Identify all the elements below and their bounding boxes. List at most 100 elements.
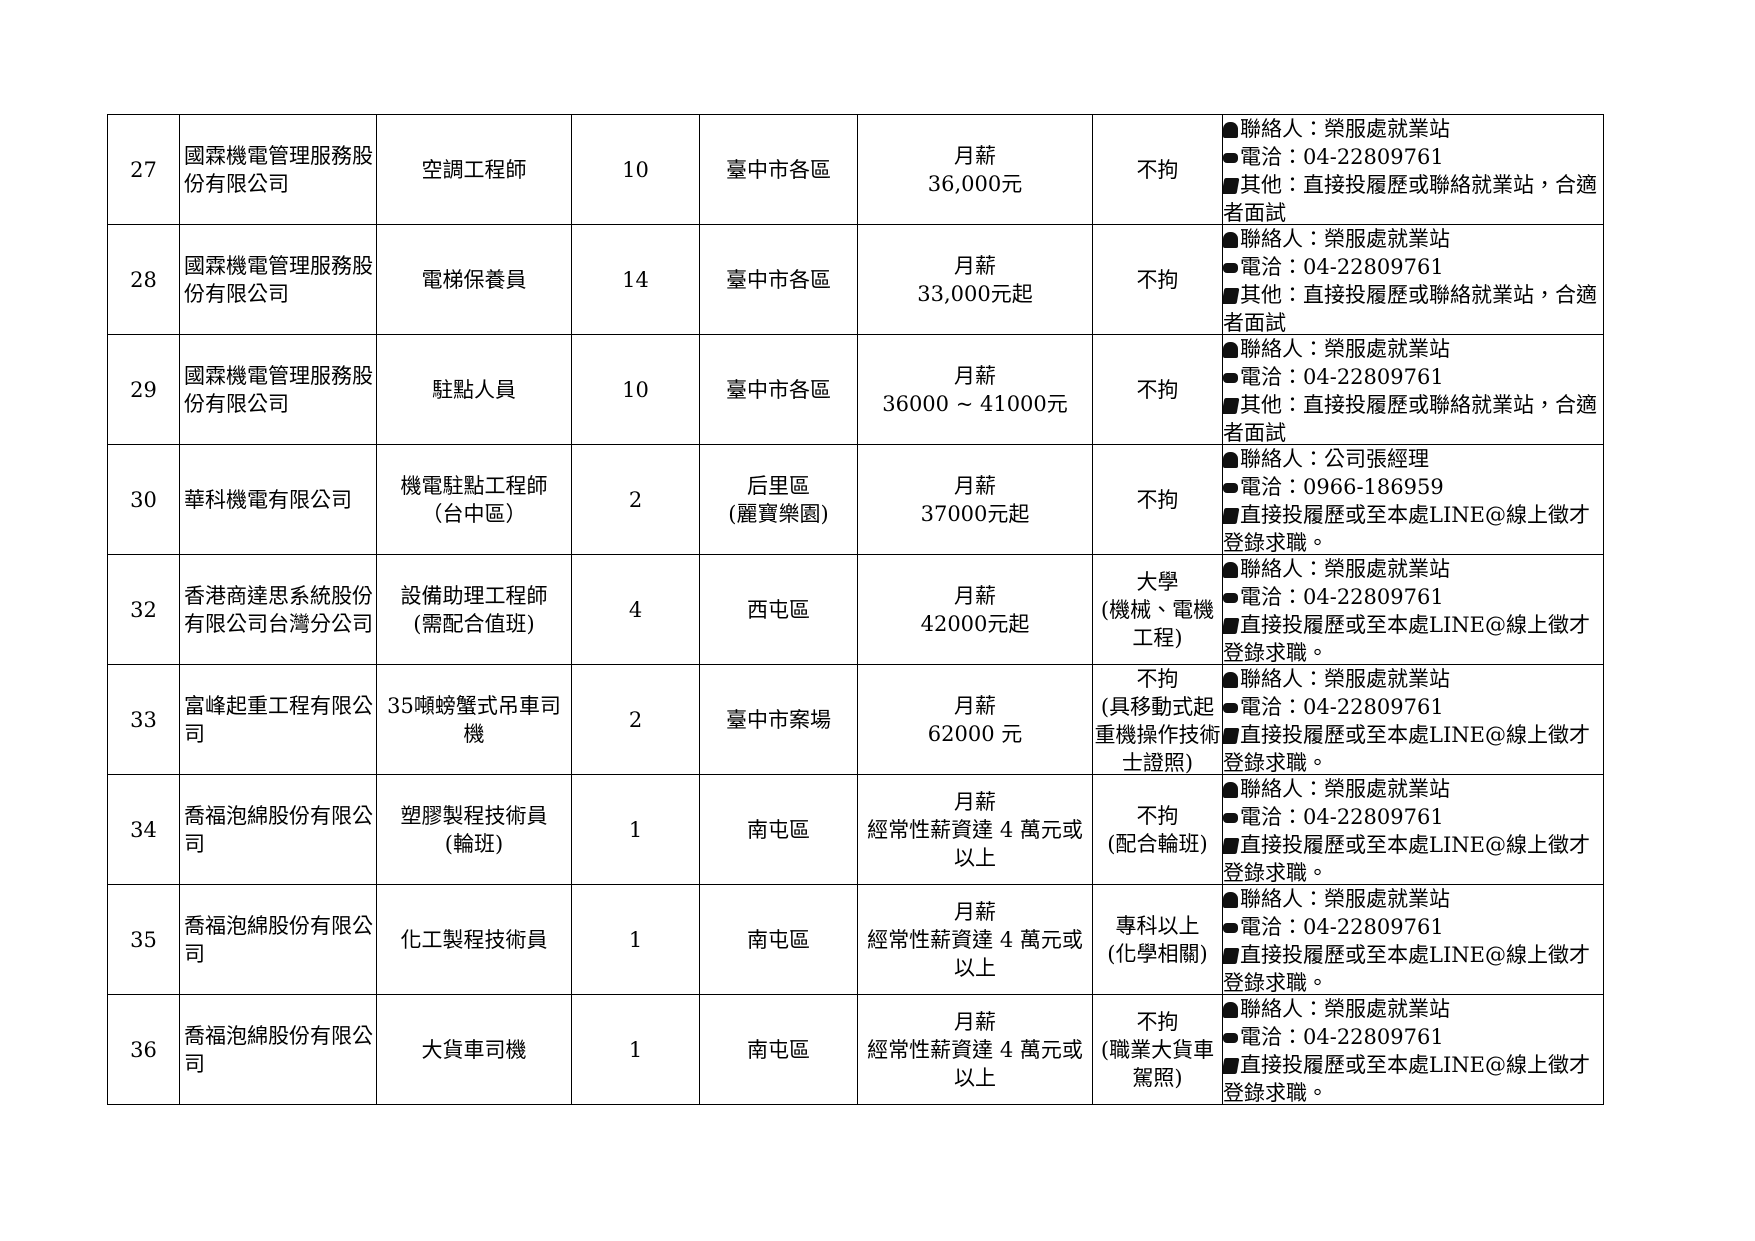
table-row: 32 香港商達思系統股份有限公司台灣分公司 設備助理工程師 (需配合值班) 4 西屯區 月…	[107, 554, 1604, 665]
location: 臺中市案場	[726, 707, 831, 732]
location-cell: 南屯區	[699, 774, 858, 885]
job-title-cell: 電梯保養員	[376, 224, 572, 335]
table-row: 28 國霖機電管理服務股份有限公司 電梯保養員 14 臺中市各區 月薪 33,000元起 不…	[107, 224, 1604, 335]
contact-text: 電洽：04-22809761	[1240, 585, 1444, 609]
contact-text: 聯絡人：榮服處就業站	[1240, 227, 1450, 251]
headcount: 1	[628, 1037, 643, 1062]
company-cell: 喬福泡綿股份有限公司	[179, 994, 377, 1105]
contact-cell: 聯絡人：榮服處就業站 電洽：04-22809761 直接投履歷或至本處LINE@線上…	[1222, 994, 1604, 1105]
headcount-cell: 2	[571, 664, 700, 775]
icon	[1223, 342, 1238, 358]
contact-text: 電洽：04-22809761	[1240, 255, 1444, 279]
company: 國霖機電管理服務股份有限公司	[184, 253, 373, 306]
salary: 月薪 62000 元	[927, 693, 1023, 746]
job-title-cell: 機電駐點工程師 （台中區）	[376, 444, 572, 555]
salary: 月薪 經常性薪資達 4 萬元或以上	[867, 789, 1083, 870]
contact-text: 直接投履歷或至本處LINE@線上徵才登錄求職。	[1223, 943, 1590, 994]
salary-cell: 月薪 經常性薪資達 4 萬元或以上	[857, 884, 1093, 995]
row-number-cell: 33	[107, 664, 180, 775]
contact-text: 直接投履歷或至本處LINE@線上徵才登錄求職。	[1223, 503, 1590, 554]
company: 國霖機電管理服務股份有限公司	[184, 363, 373, 416]
headcount-cell: 10	[571, 334, 700, 445]
contact-text: 電洽：04-22809761	[1240, 805, 1444, 829]
contact-text: 聯絡人：榮服處就業站	[1240, 887, 1450, 911]
contact-text: 其他：直接投履歷或聯絡就業站，合適者面試	[1223, 393, 1598, 444]
contact-text: 電洽：04-22809761	[1240, 145, 1444, 169]
icon	[1223, 178, 1240, 194]
job-title: 機電駐點工程師 （台中區）	[400, 473, 548, 526]
row-number-cell: 29	[107, 334, 180, 445]
requirement-cell: 不拘	[1092, 444, 1223, 555]
contact-text: 聯絡人：榮服處就業站	[1240, 337, 1450, 361]
row-number: 32	[130, 597, 157, 622]
icon	[1223, 703, 1238, 713]
icon	[1223, 452, 1238, 468]
company-cell: 華科機電有限公司	[179, 444, 377, 555]
salary-cell: 月薪 經常性薪資達 4 萬元或以上	[857, 774, 1093, 885]
contact-line: 電洽：04-22809761	[1223, 803, 1603, 831]
contact-text: 電洽：04-22809761	[1240, 365, 1444, 389]
company: 國霖機電管理服務股份有限公司	[184, 143, 373, 196]
salary-cell: 月薪 42000元起	[857, 554, 1093, 665]
job-title-cell: 塑膠製程技術員 (輪班)	[376, 774, 572, 885]
location-cell: 后里區 (麗寶樂園)	[699, 444, 858, 555]
row-number: 30	[130, 487, 157, 512]
headcount: 2	[628, 487, 643, 512]
contact-line: 聯絡人：榮服處就業站	[1223, 666, 1603, 694]
contact-cell: 聯絡人：榮服處就業站 電洽：04-22809761 直接投履歷或至本處LINE@線上…	[1222, 774, 1604, 885]
icon	[1223, 782, 1238, 798]
salary: 月薪 經常性薪資達 4 萬元或以上	[867, 899, 1083, 980]
icon	[1223, 838, 1240, 854]
row-number: 27	[130, 157, 157, 182]
contact-line: 直接投履歷或至本處LINE@線上徵才登錄求職。	[1223, 721, 1603, 774]
icon	[1223, 1033, 1238, 1043]
location: 西屯區	[747, 597, 810, 622]
company-cell: 香港商達思系統股份有限公司台灣分公司	[179, 554, 377, 665]
requirement: 不拘	[1136, 267, 1179, 292]
requirement-cell: 不拘	[1092, 224, 1223, 335]
contact-line: 聯絡人：榮服處就業站	[1223, 776, 1603, 804]
row-number-cell: 34	[107, 774, 180, 885]
requirement: 專科以上 (化學相關)	[1107, 913, 1208, 966]
requirement: 不拘	[1136, 487, 1179, 512]
contact-text: 聯絡人：榮服處就業站	[1240, 117, 1450, 141]
requirement-cell: 不拘 (具移動式起重機操作技術士證照)	[1092, 664, 1223, 775]
row-number-cell: 35	[107, 884, 180, 995]
location-cell: 臺中市案場	[699, 664, 858, 775]
location: 南屯區	[747, 817, 810, 842]
headcount: 10	[622, 377, 649, 402]
contact-text: 聯絡人：榮服處就業站	[1240, 997, 1450, 1021]
requirement: 不拘 (配合輪班)	[1107, 803, 1208, 856]
location-cell: 臺中市各區	[699, 224, 858, 335]
salary: 月薪 36000 ~ 41000元	[882, 363, 1068, 416]
contact-line: 直接投履歷或至本處LINE@線上徵才登錄求職。	[1223, 501, 1603, 554]
requirement: 不拘	[1136, 377, 1179, 402]
contact-line: 聯絡人：榮服處就業站	[1223, 116, 1603, 144]
company: 富峰起重工程有限公司	[184, 693, 373, 746]
job-title-cell: 駐點人員	[376, 334, 572, 445]
contact-text: 其他：直接投履歷或聯絡就業站，合適者面試	[1223, 173, 1598, 224]
table-row: 35 喬福泡綿股份有限公司 化工製程技術員 1 南屯區 月薪 經常性薪資達 4 萬元或以上…	[107, 884, 1604, 995]
contact-cell: 聯絡人：榮服處就業站 電洽：04-22809761 直接投履歷或至本處LINE@線上…	[1222, 554, 1604, 665]
contact-text: 聯絡人：榮服處就業站	[1240, 557, 1450, 581]
icon	[1223, 923, 1238, 933]
contact-line: 聯絡人：榮服處就業站	[1223, 556, 1603, 584]
contact-box: 聯絡人：榮服處就業站 電洽：04-22809761 直接投履歷或至本處LINE@線上…	[1223, 996, 1603, 1104]
contact-line: 聯絡人：榮服處就業站	[1223, 996, 1603, 1024]
contact-text: 直接投履歷或至本處LINE@線上徵才登錄求職。	[1223, 1053, 1590, 1104]
requirement-cell: 專科以上 (化學相關)	[1092, 884, 1223, 995]
company-cell: 喬福泡綿股份有限公司	[179, 774, 377, 885]
contact-line: 聯絡人：榮服處就業站	[1223, 226, 1603, 254]
icon	[1223, 483, 1238, 493]
company: 香港商達思系統股份有限公司台灣分公司	[184, 583, 373, 636]
table-row: 29 國霖機電管理服務股份有限公司 駐點人員 10 臺中市各區 月薪 36000 ~ 41…	[107, 334, 1604, 445]
company: 喬福泡綿股份有限公司	[184, 803, 373, 856]
row-number: 35	[130, 927, 157, 952]
row-number: 33	[130, 707, 157, 732]
row-number-cell: 32	[107, 554, 180, 665]
row-number-cell: 30	[107, 444, 180, 555]
location: 臺中市各區	[726, 377, 831, 402]
location-cell: 西屯區	[699, 554, 858, 665]
salary-cell: 月薪 37000元起	[857, 444, 1093, 555]
